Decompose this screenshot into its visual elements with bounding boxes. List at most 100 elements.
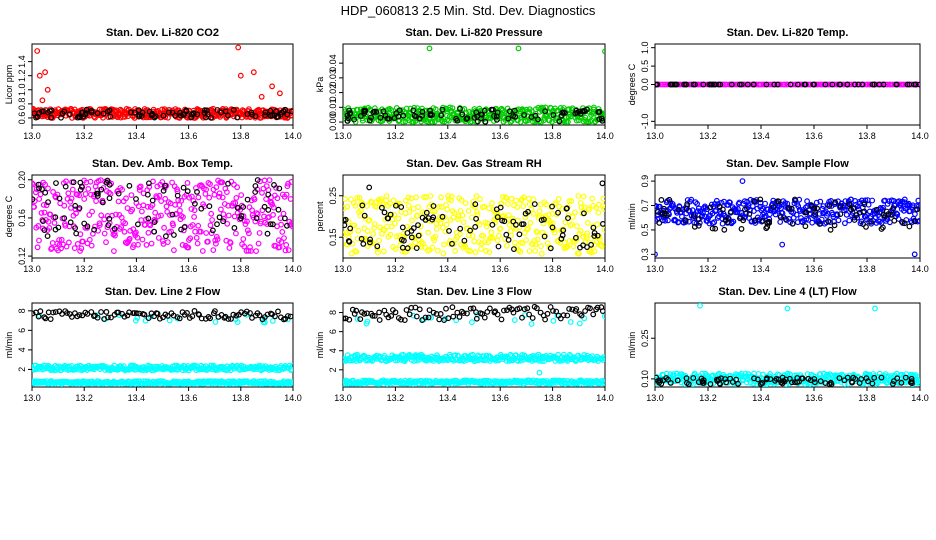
data-point bbox=[346, 238, 353, 245]
data-point bbox=[477, 196, 483, 203]
data-point bbox=[37, 308, 44, 315]
scatter-points bbox=[655, 81, 920, 88]
data-point bbox=[225, 316, 232, 322]
data-point bbox=[777, 214, 784, 221]
data-point bbox=[32, 189, 39, 196]
x-tick-label: 13.6 bbox=[805, 393, 823, 403]
data-point bbox=[493, 206, 500, 213]
data-point bbox=[234, 319, 241, 326]
data-point bbox=[600, 221, 605, 227]
data-point bbox=[438, 112, 445, 119]
data-point bbox=[512, 113, 518, 120]
outlier-point bbox=[536, 369, 543, 376]
x-tick-label: 13.0 bbox=[334, 264, 352, 274]
data-point bbox=[759, 217, 766, 224]
data-point bbox=[174, 192, 181, 199]
data-point bbox=[550, 308, 556, 314]
x-tick-label: 13.4 bbox=[128, 264, 146, 274]
page-title: HDP_060813 2.5 Min. Std. Dev. Diagnostic… bbox=[341, 3, 596, 18]
data-point bbox=[393, 233, 400, 240]
data-point bbox=[380, 248, 387, 255]
data-point bbox=[549, 224, 556, 231]
data-point bbox=[92, 223, 98, 230]
plot-frame bbox=[31, 174, 294, 259]
data-point bbox=[666, 196, 673, 203]
data-point bbox=[588, 249, 595, 256]
data-point bbox=[541, 233, 548, 240]
data-point bbox=[576, 230, 583, 237]
data-point bbox=[76, 192, 83, 199]
data-point bbox=[351, 222, 358, 229]
data-point bbox=[449, 240, 455, 247]
data-point bbox=[266, 177, 273, 184]
data-point bbox=[591, 233, 598, 239]
data-point bbox=[388, 313, 395, 319]
data-point bbox=[675, 206, 682, 213]
scatter-points bbox=[655, 178, 920, 258]
data-point bbox=[212, 319, 219, 325]
outlier-point bbox=[911, 251, 918, 258]
data-point bbox=[505, 200, 511, 207]
data-point bbox=[916, 380, 920, 387]
data-point bbox=[52, 309, 59, 315]
data-point bbox=[252, 183, 259, 189]
data-point bbox=[122, 220, 129, 227]
data-point bbox=[209, 227, 216, 234]
data-point bbox=[826, 203, 833, 210]
data-point bbox=[659, 211, 666, 218]
data-point bbox=[890, 381, 896, 387]
outlier-point bbox=[235, 44, 242, 51]
data-point bbox=[278, 221, 285, 228]
data-point bbox=[843, 211, 850, 218]
series-1 bbox=[343, 192, 605, 257]
data-point bbox=[77, 186, 84, 193]
data-point bbox=[469, 232, 476, 239]
panel-title: Stan. Dev. Li-820 Pressure bbox=[405, 27, 542, 39]
y-tick-label: 1.2 bbox=[17, 69, 27, 82]
y-axis-label: percent bbox=[315, 201, 325, 232]
data-point bbox=[588, 241, 594, 248]
data-point bbox=[600, 380, 605, 387]
data-point bbox=[440, 224, 446, 231]
data-point bbox=[66, 111, 73, 118]
data-point bbox=[841, 377, 848, 384]
data-point bbox=[846, 201, 852, 208]
data-point bbox=[52, 226, 59, 233]
data-point bbox=[550, 318, 557, 324]
data-point bbox=[46, 224, 53, 231]
data-point bbox=[139, 236, 146, 243]
x-tick-label: 13.0 bbox=[23, 264, 41, 274]
data-point bbox=[387, 211, 394, 218]
data-point bbox=[354, 316, 361, 322]
outlier-point bbox=[36, 72, 43, 79]
y-tick-label: 0.5 bbox=[640, 224, 650, 237]
data-point bbox=[534, 229, 541, 236]
data-point bbox=[211, 308, 218, 315]
data-point bbox=[777, 219, 784, 225]
data-point bbox=[658, 196, 665, 203]
data-point bbox=[245, 230, 252, 237]
data-point bbox=[771, 81, 778, 88]
data-point bbox=[807, 377, 814, 384]
data-point bbox=[107, 113, 114, 120]
data-point bbox=[73, 210, 79, 217]
data-point bbox=[509, 215, 516, 222]
data-point bbox=[454, 234, 461, 241]
data-point bbox=[135, 107, 142, 114]
data-point bbox=[144, 203, 151, 210]
data-point bbox=[494, 311, 501, 318]
data-point bbox=[76, 205, 83, 212]
data-point bbox=[408, 234, 415, 241]
data-point bbox=[367, 236, 374, 243]
data-point bbox=[489, 200, 495, 207]
y-axis-label: kPa bbox=[315, 77, 325, 93]
x-tick-label: 13.6 bbox=[180, 131, 198, 141]
data-point bbox=[233, 312, 240, 319]
data-point bbox=[203, 186, 210, 193]
data-point bbox=[99, 199, 106, 206]
data-point bbox=[692, 81, 698, 88]
data-point bbox=[832, 199, 838, 206]
data-point bbox=[752, 217, 758, 224]
data-point bbox=[79, 312, 86, 319]
data-point bbox=[880, 211, 887, 218]
